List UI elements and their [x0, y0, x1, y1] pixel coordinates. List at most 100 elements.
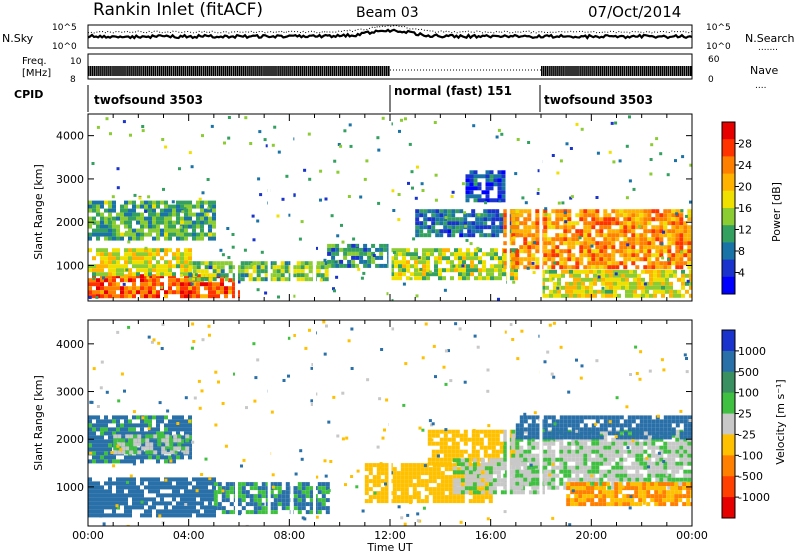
heatmap-cell	[467, 229, 472, 234]
heatmap-cell	[100, 260, 104, 265]
heatmap-cell	[567, 465, 572, 470]
heatmap-cell	[563, 237, 568, 242]
heatmap-cell	[96, 286, 100, 291]
heatmap-cell	[631, 229, 636, 234]
heatmap-cell	[464, 478, 469, 483]
heatmap-cell	[559, 423, 564, 428]
heatmap-cell	[212, 277, 217, 282]
heatmap-cell	[164, 212, 168, 217]
heatmap-cell	[327, 247, 332, 252]
heatmap-cell	[132, 256, 136, 261]
heatmap-cell	[304, 265, 309, 270]
heatmap-cell	[156, 272, 160, 277]
heatmap-cell	[176, 252, 180, 257]
heatmap-cell	[415, 213, 420, 218]
heatmap-cell	[679, 441, 684, 446]
heatmap-cell	[559, 469, 564, 474]
heatmap-cell	[587, 241, 592, 246]
heatmap-cell	[535, 473, 540, 478]
heatmap-cell	[682, 502, 687, 507]
heatmap-cell	[404, 117, 407, 121]
heatmap-cell	[192, 232, 196, 237]
heatmap-cell	[96, 439, 100, 444]
heatmap-cell	[603, 241, 608, 246]
heatmap-cell	[591, 213, 596, 218]
heatmap-cell	[475, 229, 480, 234]
freq-bar	[237, 66, 239, 76]
heatmap-cell	[112, 236, 116, 241]
heatmap-cell	[92, 200, 96, 205]
heatmap-cell	[100, 497, 104, 502]
heatmap-cell	[627, 221, 632, 226]
heatmap-cell	[281, 494, 286, 499]
heatmap-cell	[412, 491, 417, 496]
heatmap-cell	[104, 455, 108, 460]
heatmap-cell	[643, 245, 648, 250]
heatmap-cell	[104, 481, 108, 486]
heatmap-cell	[511, 473, 516, 478]
heatmap-cell	[474, 268, 478, 273]
heatmap-cell	[451, 453, 456, 458]
heatmap-cell	[591, 217, 596, 222]
heatmap-cell	[661, 277, 665, 282]
heatmap-cell	[659, 453, 664, 458]
heatmap-cell	[643, 441, 648, 446]
heatmap-cell	[88, 447, 92, 452]
heatmap-cell	[128, 200, 132, 205]
heatmap-cell	[591, 261, 596, 266]
heatmap-cell	[402, 268, 406, 273]
heatmap-cell	[148, 212, 152, 217]
heatmap-cell	[196, 282, 200, 287]
heatmap-cell	[527, 245, 532, 250]
heatmap-cell	[128, 236, 132, 241]
heatmap-cell	[543, 221, 548, 226]
heatmap-cell	[551, 431, 556, 436]
heatmap-cell	[511, 233, 516, 238]
heatmap-cell	[519, 209, 524, 214]
heatmap-cell	[394, 272, 398, 277]
heatmap-cell	[116, 485, 120, 490]
heatmap-cell	[543, 465, 548, 470]
heatmap-cell	[226, 227, 230, 230]
heatmap-cell	[642, 490, 647, 495]
heatmap-cell	[331, 243, 336, 248]
heatmap-cell	[392, 467, 397, 472]
heatmap-cell	[406, 264, 410, 269]
heatmap-cell	[619, 229, 624, 234]
heatmap-cell	[108, 204, 112, 209]
heatmap-cell	[663, 233, 668, 238]
heatmap-cell	[408, 467, 413, 472]
heatmap-cell	[91, 162, 95, 165]
heatmap-cell	[647, 257, 652, 262]
heatmap-cell	[228, 261, 233, 266]
heatmap-cell	[96, 204, 100, 209]
heatmap-cell	[687, 265, 692, 270]
heatmap-cell	[619, 441, 624, 446]
heatmap-cell	[651, 431, 656, 436]
heatmap-cell	[248, 265, 253, 270]
heatmap-cell	[570, 482, 575, 487]
heatmap-cell	[567, 449, 572, 454]
heatmap-cell	[480, 499, 485, 504]
heatmap-cell	[391, 189, 395, 193]
heatmap-cell	[188, 443, 192, 448]
heatmap-cell	[487, 217, 492, 222]
heatmap-cell	[172, 282, 176, 287]
heatmap-cell	[88, 208, 92, 213]
heatmap-cell	[156, 447, 160, 452]
heatmap-cell	[559, 419, 564, 424]
heatmap-cell	[492, 466, 497, 471]
heatmap-cell	[579, 449, 584, 454]
freq-bar	[186, 66, 189, 76]
heatmap-cell	[647, 473, 652, 478]
heatmap-cell	[599, 457, 604, 462]
heatmap-cell	[599, 427, 604, 432]
heatmap-cell	[200, 513, 204, 518]
heatmap-cell	[188, 208, 192, 213]
heatmap-cell	[144, 256, 148, 261]
heatmap-cell	[603, 245, 608, 250]
freq-bar	[559, 66, 561, 76]
heatmap-cell	[479, 229, 484, 234]
heatmap-cell	[635, 445, 640, 450]
heatmap-cell	[547, 265, 552, 270]
